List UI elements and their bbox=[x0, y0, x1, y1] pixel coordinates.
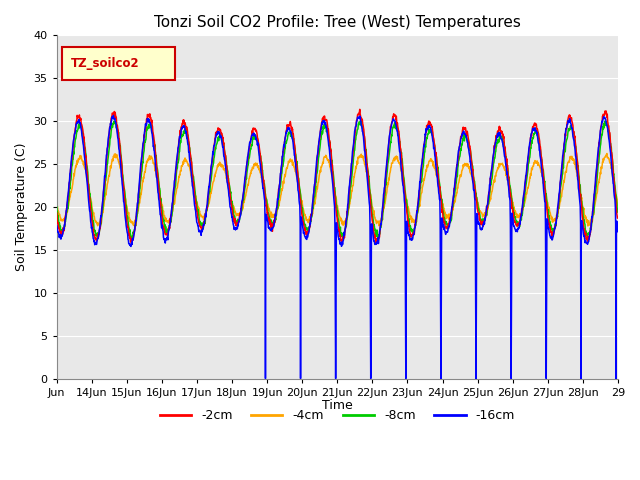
FancyBboxPatch shape bbox=[62, 48, 175, 80]
Y-axis label: Soil Temperature (C): Soil Temperature (C) bbox=[15, 143, 28, 271]
Legend: -2cm, -4cm, -8cm, -16cm: -2cm, -4cm, -8cm, -16cm bbox=[155, 404, 520, 427]
Title: Tonzi Soil CO2 Profile: Tree (West) Temperatures: Tonzi Soil CO2 Profile: Tree (West) Temp… bbox=[154, 15, 521, 30]
X-axis label: Time: Time bbox=[322, 399, 353, 412]
Text: TZ_soilco2: TZ_soilco2 bbox=[71, 57, 140, 70]
